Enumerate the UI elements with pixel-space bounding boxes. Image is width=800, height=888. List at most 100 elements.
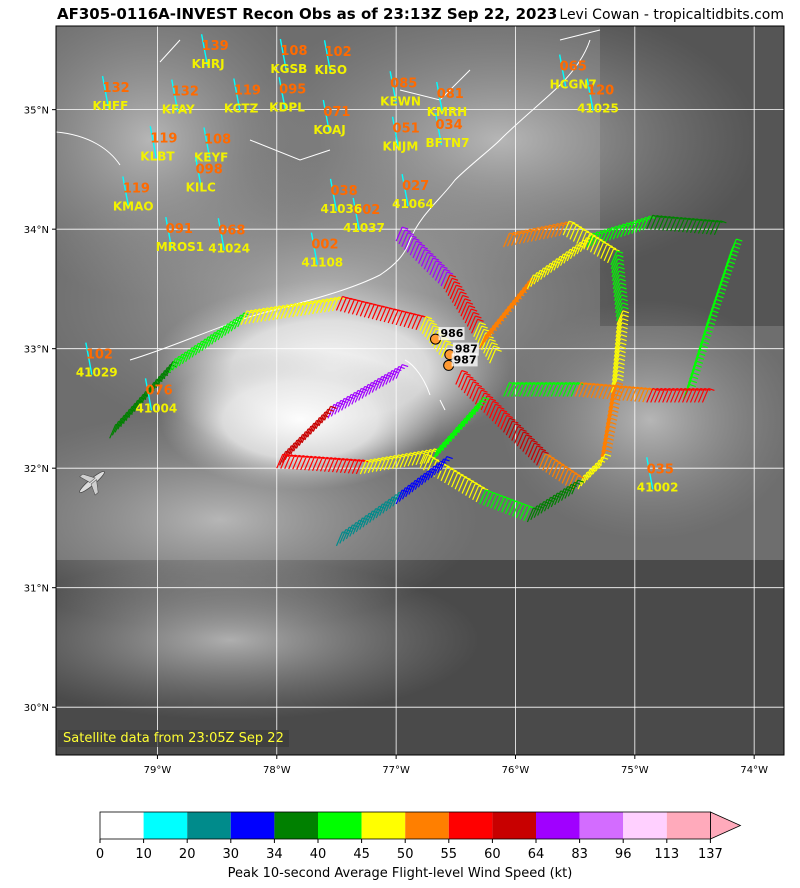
wind-barb — [211, 330, 219, 345]
station-wind-barb — [149, 126, 157, 159]
station-code: KNJM — [383, 140, 419, 154]
station-wind-barb — [310, 232, 319, 265]
wind-barb — [407, 313, 415, 329]
wind-barb — [419, 449, 427, 465]
wind-barb-flag — [447, 343, 454, 347]
wind-barb — [612, 362, 620, 377]
wind-barb-flag — [539, 448, 547, 452]
wind-barb — [460, 301, 468, 317]
wind-barb — [613, 286, 622, 302]
wind-barb-flag — [417, 477, 425, 481]
wind-barb — [454, 475, 462, 490]
wind-barb-flag — [611, 413, 618, 417]
wind-barb — [530, 272, 538, 287]
wind-barb — [569, 225, 577, 240]
station-wind-barb — [144, 378, 153, 411]
wind-barb — [382, 499, 390, 514]
wind-barb — [566, 382, 574, 397]
wind-barb — [319, 457, 328, 472]
wind-barb — [654, 215, 662, 231]
wind-barb — [537, 501, 545, 516]
wind-barb — [674, 388, 682, 403]
wind-barb-flag — [435, 260, 443, 264]
wind-barb — [487, 345, 495, 361]
wind-barb — [447, 281, 455, 296]
wind-barb — [379, 456, 387, 472]
wind-barb — [308, 456, 316, 471]
colorbar-cell — [230, 812, 275, 839]
wind-barb — [420, 252, 428, 267]
wind-barb — [526, 382, 534, 397]
wind-barb-flag — [318, 456, 325, 460]
wind-barb — [506, 382, 515, 397]
wind-barb — [521, 280, 529, 296]
wind-barb — [438, 340, 446, 355]
wind-barb-flag — [539, 269, 547, 273]
wind-barb-flag — [619, 354, 626, 358]
wind-barb-flag — [441, 265, 448, 270]
wind-barb — [616, 314, 624, 329]
wind-barb-flag — [388, 371, 395, 376]
wind-barb — [579, 237, 588, 252]
station-value: 119 — [150, 131, 177, 146]
wind-barb — [375, 503, 383, 519]
wind-barb-flag — [460, 474, 468, 478]
colorbar-cell — [448, 812, 493, 839]
wind-barb-flag — [299, 436, 306, 440]
wind-barb-flag — [556, 258, 563, 262]
wind-barb-flag — [410, 234, 417, 239]
wind-barb — [407, 451, 415, 467]
wind-barb — [610, 254, 618, 270]
wind-barb — [323, 297, 332, 313]
wind-barb — [508, 423, 516, 439]
wind-barb-flag — [432, 325, 440, 329]
wind-barb-flag — [536, 445, 544, 449]
wind-barb — [627, 220, 635, 236]
wind-barb-flag — [178, 355, 185, 359]
wind-barb-flag — [291, 445, 298, 449]
wind-barb-flag — [542, 450, 549, 454]
wind-barb — [248, 309, 256, 324]
wind-barb — [566, 246, 574, 262]
wind-barb — [482, 491, 490, 506]
wind-barb-flag — [361, 387, 368, 392]
wind-barb — [426, 458, 434, 473]
colorbar-cell — [100, 812, 144, 839]
wind-barb — [343, 458, 351, 474]
wind-barb — [111, 421, 119, 436]
wind-barb — [615, 302, 623, 318]
wind-barb — [468, 406, 476, 421]
wind-barb-flag — [620, 290, 628, 294]
wind-barb-flag — [711, 314, 718, 318]
wind-barb — [414, 475, 422, 490]
lon-tick-label: 78°W — [263, 765, 291, 776]
wind-barb — [508, 500, 516, 516]
wind-barb — [490, 493, 498, 509]
wind-barb — [458, 373, 466, 388]
station-value: 102 — [86, 348, 113, 363]
wind-barb-flag — [708, 321, 716, 325]
station-observations: 139 KHRJ 108 KGSB 102 KISO 132 KHFF 132 KFAY 119 KC… — [76, 34, 679, 494]
wind-barb — [550, 492, 558, 508]
wind-barb — [486, 325, 494, 340]
wind-barb-flag — [720, 220, 727, 224]
wind-barb-flag — [432, 257, 440, 261]
station-wind-barb — [203, 127, 211, 160]
wind-barb-flag — [342, 457, 349, 462]
wind-barb-flag — [310, 455, 317, 459]
wind-barb — [460, 415, 468, 430]
wind-barb — [566, 223, 574, 238]
wind-barb — [175, 353, 183, 369]
station-value: 065 — [560, 60, 587, 75]
wind-barb — [606, 248, 615, 264]
wind-barb — [518, 229, 527, 245]
wind-barb-flag — [724, 272, 732, 276]
wind-barb-flag — [184, 351, 192, 355]
wind-barb-flag — [307, 428, 315, 432]
station-code: KFAY — [162, 103, 195, 117]
wind-barb-flag — [188, 349, 195, 353]
wind-barb — [612, 354, 620, 369]
wind-barb-flag — [337, 401, 344, 405]
wind-barb-flag — [358, 519, 366, 523]
wind-barb — [443, 274, 451, 290]
